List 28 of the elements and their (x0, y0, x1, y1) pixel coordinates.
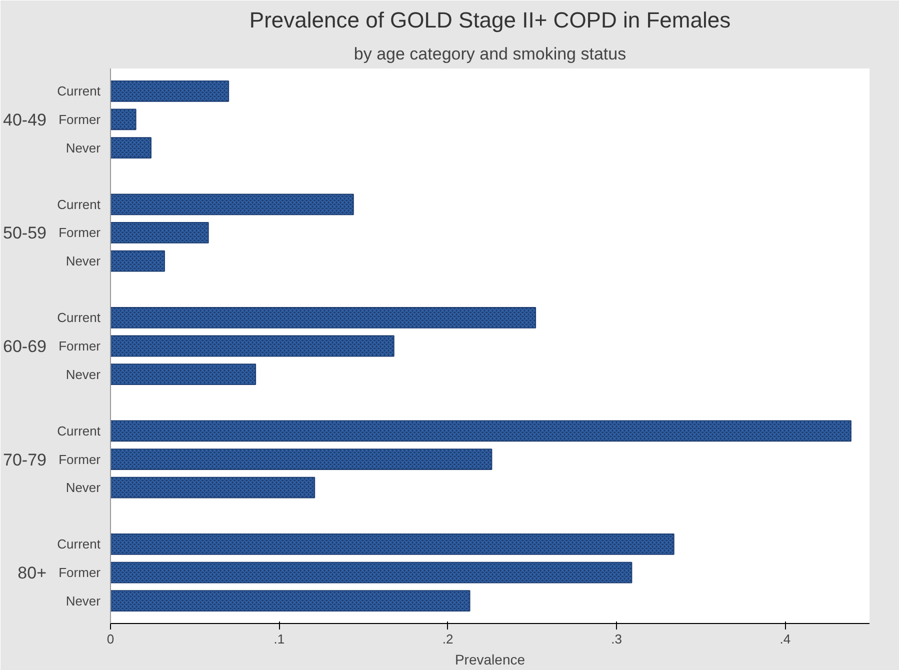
text: Never (66, 480, 101, 496)
x-axis-title: Prevalence (454, 652, 526, 668)
text: Current (57, 196, 101, 212)
text: Former (58, 452, 100, 467)
text: Current (57, 536, 101, 552)
x-tick-label: .3 (611, 632, 622, 646)
chart-title: Prevalence of GOLD Stage II+ COPD in Females (249, 8, 731, 32)
text: Former (58, 225, 100, 240)
chart-subtitle: by age category and smoking status (354, 44, 626, 64)
y-tick-label: 80+ (18, 564, 47, 583)
x-tick-label: 0 (106, 632, 114, 646)
y-tick-label: 70-79 (3, 450, 47, 470)
x-tick-label: .1 (274, 632, 285, 646)
series-label: Former (58, 112, 102, 127)
text: Never (66, 366, 101, 382)
text: Former (58, 338, 100, 354)
series-label: Never (66, 140, 102, 156)
y-tick-label: 40-49 (3, 110, 47, 130)
x-tick-label: .2 (442, 632, 454, 646)
text: Never (66, 593, 101, 608)
y-tick-label: 60-69 (3, 337, 47, 356)
text: Current (57, 423, 101, 438)
y-tick-label: 50-59 (3, 224, 47, 243)
x-tick-label: .4 (780, 632, 791, 646)
text: Current (57, 310, 101, 326)
text: Former (58, 565, 100, 580)
text: Never (66, 254, 101, 269)
series-label: Current (57, 84, 101, 99)
